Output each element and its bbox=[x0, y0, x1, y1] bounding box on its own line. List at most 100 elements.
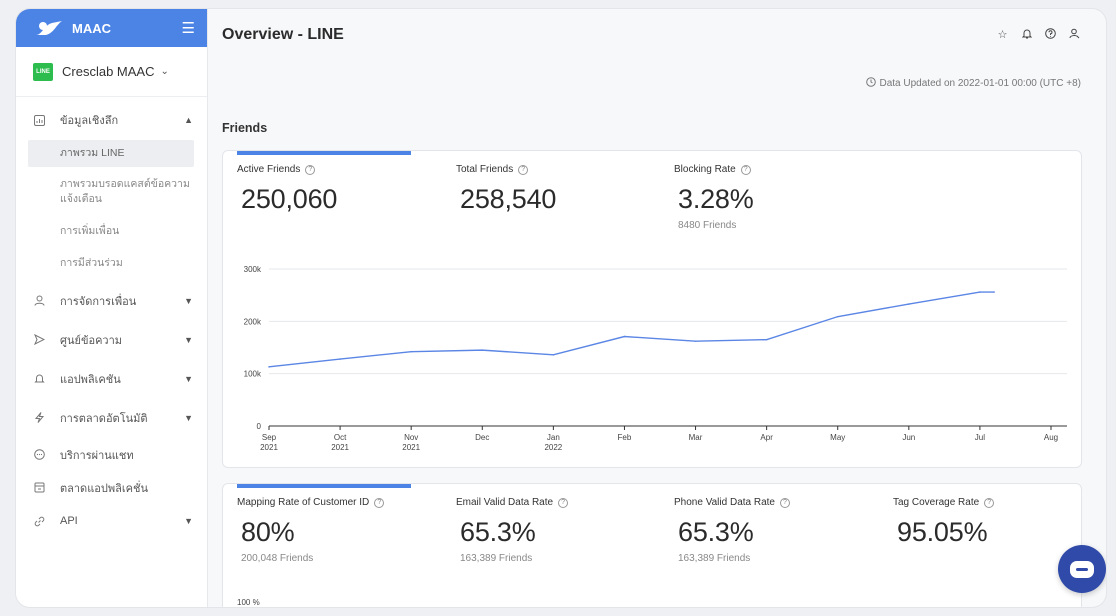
help-icon[interactable]: ? bbox=[518, 164, 529, 175]
sidebar-item-label: ตลาดแอปพลิเคชั่น bbox=[60, 482, 148, 495]
x-tick-label: Jun bbox=[902, 433, 915, 442]
bell-icon[interactable] bbox=[1021, 28, 1032, 42]
sidebar-subitem-broadcast-overview[interactable]: ภาพรวมบรอดแคสต์ข้อความ แจ้งเตือน bbox=[28, 167, 194, 217]
metric-label: Email Valid Data Rate bbox=[456, 497, 554, 508]
hamburger-menu-icon[interactable]: ☰ bbox=[181, 20, 195, 37]
x-tick-year-label: 2021 bbox=[402, 443, 420, 452]
x-tick-year-label: 2021 bbox=[331, 443, 349, 452]
maac-logo-icon bbox=[36, 21, 62, 35]
sidebar-item-api[interactable]: API ▼ bbox=[16, 503, 207, 539]
sidebar-item-marketing-automation[interactable]: การตลาดอัตโนมัติ ▼ bbox=[16, 398, 207, 437]
x-tick-label: Dec bbox=[475, 433, 489, 442]
sidebar-item-insights[interactable]: ข้อมูลเชิงลึก ▲ bbox=[16, 100, 207, 140]
sidebar-item-friend-management[interactable]: การจัดการเพื่อน ▼ bbox=[16, 281, 207, 320]
data-point bbox=[765, 338, 768, 341]
help-icon[interactable]: ? bbox=[780, 497, 790, 508]
subitem-label-line2: แจ้งเตือน bbox=[60, 193, 102, 205]
sidebar-item-label: ศูนย์ข้อความ bbox=[60, 334, 123, 347]
help-icon[interactable]: ? bbox=[740, 164, 751, 175]
account-switcher[interactable]: LINE Cresclab MAAC ⌄ bbox=[16, 47, 207, 97]
y-axis-top-label: 100 % bbox=[237, 598, 260, 607]
data-point bbox=[552, 354, 555, 356]
chevron-down-icon: ▼ bbox=[184, 373, 193, 384]
sidebar: MAAC ☰ LINE Cresclab MAAC ⌄ ข้อมูลเชิงลึ… bbox=[16, 9, 208, 607]
top-icon-group: ☆ bbox=[997, 28, 1080, 42]
metric-label: Total Friends bbox=[456, 164, 514, 175]
y-tick-label: 100k bbox=[244, 370, 262, 379]
metric-tag-coverage-rate: Tag Coverage Rate? 95.05% bbox=[893, 497, 995, 548]
sidebar-item-applications[interactable]: แอปพลิเคชัน ▼ bbox=[16, 359, 207, 398]
help-icon[interactable]: ? bbox=[558, 497, 569, 508]
data-point bbox=[993, 291, 995, 293]
chat-bubble-icon bbox=[1070, 560, 1094, 578]
x-tick-label: Mar bbox=[689, 433, 703, 442]
x-tick-label: Aug bbox=[1044, 433, 1058, 442]
metric-mapping-rate: Mapping Rate of Customer ID? 80% 200,048… bbox=[237, 497, 385, 564]
sidebar-subitem-engagement[interactable]: การมีส่วนร่วม bbox=[28, 246, 194, 281]
brand-header: MAAC ☰ bbox=[16, 9, 207, 47]
subitem-label: ภาพรวมบรอดแคสต์ข้อความ bbox=[60, 178, 190, 190]
data-point bbox=[623, 335, 626, 338]
metric-email-valid-rate: Email Valid Data Rate? 65.3% 163,389 Fri… bbox=[456, 497, 569, 564]
data-point bbox=[268, 366, 270, 368]
sidebar-item-message-center[interactable]: ศูนย์ข้อความ ▼ bbox=[16, 320, 207, 359]
sidebar-item-chat-service[interactable]: บริการผ่านแชท bbox=[16, 437, 207, 472]
sidebar-item-label: การตลาดอัตโนมัติ bbox=[60, 412, 148, 425]
help-icon[interactable]: ? bbox=[305, 164, 316, 175]
bell-icon bbox=[33, 373, 45, 385]
sidebar-item-label: บริการผ่านแชท bbox=[60, 449, 134, 462]
metric-label: Blocking Rate bbox=[674, 164, 736, 175]
line-logo-icon: LINE bbox=[33, 62, 53, 81]
chevron-down-icon: ▼ bbox=[184, 412, 193, 423]
star-icon[interactable]: ☆ bbox=[997, 29, 1008, 41]
sidebar-item-label: ข้อมูลเชิงลึก bbox=[60, 115, 119, 127]
chevron-up-icon: ▲ bbox=[184, 115, 193, 125]
metric-label: Mapping Rate of Customer ID bbox=[237, 497, 370, 508]
x-tick-label: May bbox=[830, 433, 845, 442]
store-icon bbox=[33, 482, 45, 494]
chat-widget-button[interactable] bbox=[1058, 545, 1106, 593]
x-tick-label: Apr bbox=[760, 433, 773, 442]
data-point bbox=[410, 350, 412, 353]
metric-subtext: 163,389 Friends bbox=[460, 553, 533, 564]
data-point bbox=[908, 303, 910, 305]
sidebar-item-label: API bbox=[60, 515, 78, 527]
app-window: MAAC ☰ LINE Cresclab MAAC ⌄ ข้อมูลเชิงลึ… bbox=[16, 9, 1106, 607]
y-tick-label: 0 bbox=[257, 422, 262, 431]
main-content: Overview - LINE ☆ Data Updated on 2022-0… bbox=[208, 9, 1106, 607]
chevron-down-icon: ▼ bbox=[184, 334, 193, 345]
metric-phone-valid-rate: Phone Valid Data Rate? 65.3% 163,389 Fri… bbox=[674, 497, 790, 564]
x-tick-label: Oct bbox=[334, 433, 347, 442]
bolt-icon bbox=[33, 412, 45, 424]
help-icon[interactable]: ? bbox=[374, 497, 385, 508]
metric-value: 95.05% bbox=[897, 517, 988, 547]
metric-active-friends: Active Friends? 250,060 bbox=[237, 164, 337, 215]
sidebar-item-label: แอปพลิเคชัน bbox=[60, 373, 121, 386]
data-point bbox=[339, 358, 341, 360]
x-tick-label: Feb bbox=[618, 433, 632, 442]
user-profile-icon[interactable] bbox=[1069, 28, 1080, 42]
metric-subtext: 8480 Friends bbox=[678, 220, 737, 231]
help-icon[interactable] bbox=[1045, 28, 1056, 42]
friends-section-title: Friends bbox=[222, 121, 268, 135]
send-icon bbox=[33, 334, 45, 346]
sidebar-subitem-friend-growth[interactable]: การเพิ่มเพื่อน bbox=[28, 217, 194, 246]
data-quality-card: Mapping Rate of Customer ID? 80% 200,048… bbox=[222, 483, 1082, 607]
y-tick-label: 200k bbox=[244, 317, 262, 326]
metric-value: 65.3% bbox=[678, 517, 754, 547]
metric-value: 258,540 bbox=[460, 184, 557, 214]
metric-value: 65.3% bbox=[460, 517, 536, 547]
metric-blocking-rate: Blocking Rate? 3.28% 8480 Friends bbox=[674, 164, 754, 231]
x-tick-label: Jan bbox=[547, 433, 560, 442]
sidebar-item-app-market[interactable]: ตลาดแอปพลิเคชั่น bbox=[16, 472, 207, 503]
data-point bbox=[979, 291, 981, 293]
metric-label: Tag Coverage Rate bbox=[893, 497, 980, 508]
help-icon[interactable]: ? bbox=[984, 497, 995, 508]
x-tick-label: Nov bbox=[404, 433, 418, 442]
sidebar-subitem-line-overview[interactable]: ภาพรวม LINE bbox=[28, 140, 194, 167]
subitem-label: การมีส่วนร่วม bbox=[60, 257, 123, 269]
data-updated-timestamp: Data Updated on 2022-01-01 00:00 (UTC +8… bbox=[866, 77, 1081, 90]
link-icon bbox=[33, 515, 45, 527]
subitem-label: ภาพรวม LINE bbox=[60, 147, 125, 159]
